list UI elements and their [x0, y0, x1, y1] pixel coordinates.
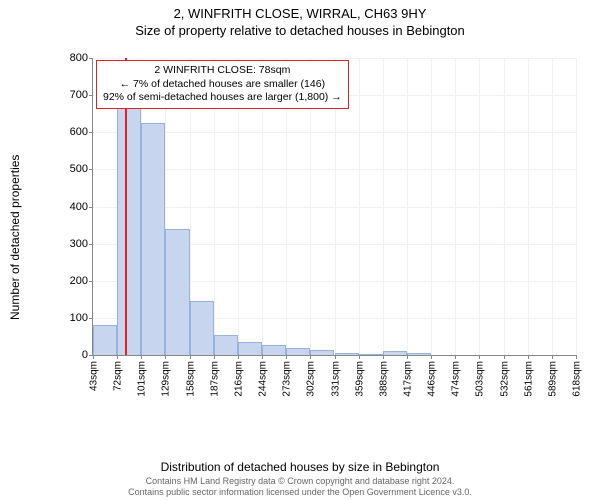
x-tick-label: 417sqm	[400, 361, 413, 397]
x-tick-label: 474sqm	[449, 361, 462, 397]
x-tick-label: 244sqm	[256, 361, 269, 397]
x-tick-mark	[238, 355, 239, 359]
x-tick-label: 532sqm	[497, 361, 510, 397]
x-tick-label: 43sqm	[87, 361, 100, 391]
chart-title-address: 2, WINFRITH CLOSE, WIRRAL, CH63 9HY	[0, 0, 600, 21]
gridline-v	[504, 58, 505, 355]
chart-subtitle: Size of property relative to detached ho…	[0, 21, 600, 38]
x-tick-mark	[262, 355, 263, 359]
credits-line-1: Contains HM Land Registry data © Crown c…	[0, 476, 600, 487]
x-tick-mark	[93, 355, 94, 359]
x-tick-mark	[190, 355, 191, 359]
callout-line-1: 2 WINFRITH CLOSE: 78sqm	[103, 64, 342, 78]
y-tick-mark	[89, 244, 93, 245]
x-tick-label: 503sqm	[473, 361, 486, 397]
x-tick-mark	[383, 355, 384, 359]
gridline-v	[479, 58, 480, 355]
x-tick-mark	[141, 355, 142, 359]
y-tick-mark	[89, 132, 93, 133]
gridline-v	[455, 58, 456, 355]
x-tick-label: 589sqm	[545, 361, 558, 397]
x-tick-label: 359sqm	[352, 361, 365, 397]
x-tick-mark	[479, 355, 480, 359]
gridline-v	[359, 58, 360, 355]
x-tick-mark	[214, 355, 215, 359]
x-tick-mark	[286, 355, 287, 359]
x-axis-label: Distribution of detached houses by size …	[0, 460, 600, 474]
histogram-bar	[165, 229, 189, 355]
histogram-bar	[383, 351, 407, 355]
x-tick-label: 273sqm	[280, 361, 293, 397]
chart-container: 2, WINFRITH CLOSE, WIRRAL, CH63 9HY Size…	[0, 0, 600, 500]
y-tick-mark	[89, 281, 93, 282]
y-tick-mark	[89, 318, 93, 319]
credits: Contains HM Land Registry data © Crown c…	[0, 476, 600, 498]
x-tick-mark	[528, 355, 529, 359]
y-tick-mark	[89, 207, 93, 208]
x-tick-label: 302sqm	[304, 361, 317, 397]
histogram-bar	[359, 354, 383, 355]
callout-line-2: ← 7% of detached houses are smaller (146…	[103, 78, 342, 92]
histogram-bar	[335, 353, 359, 355]
histogram-bar	[117, 103, 141, 355]
x-tick-mark	[455, 355, 456, 359]
x-tick-mark	[552, 355, 553, 359]
x-tick-label: 101sqm	[135, 361, 148, 397]
y-tick-mark	[89, 58, 93, 59]
x-tick-label: 72sqm	[111, 361, 124, 391]
histogram-bar	[141, 123, 165, 355]
x-tick-mark	[504, 355, 505, 359]
x-tick-mark	[335, 355, 336, 359]
x-tick-label: 187sqm	[207, 361, 220, 397]
histogram-bar	[214, 335, 238, 355]
x-tick-label: 561sqm	[521, 361, 534, 397]
x-tick-label: 446sqm	[425, 361, 438, 397]
y-tick-mark	[89, 169, 93, 170]
gridline-v	[383, 58, 384, 355]
x-tick-label: 331sqm	[328, 361, 341, 397]
credits-line-2: Contains public sector information licen…	[0, 487, 600, 498]
x-tick-mark	[407, 355, 408, 359]
gridline-v	[407, 58, 408, 355]
gridline-v	[552, 58, 553, 355]
histogram-bar	[310, 350, 334, 355]
histogram-bar	[262, 345, 286, 355]
y-axis-label: Number of detached properties	[8, 155, 22, 320]
x-tick-mark	[576, 355, 577, 359]
histogram-bar	[93, 325, 117, 355]
gridline-v	[528, 58, 529, 355]
callout-line-3: 92% of semi-detached houses are larger (…	[103, 91, 342, 105]
x-tick-mark	[165, 355, 166, 359]
gridline-v	[431, 58, 432, 355]
gridline-v	[576, 58, 577, 355]
x-tick-mark	[117, 355, 118, 359]
histogram-bar	[190, 301, 214, 355]
histogram-bar	[407, 353, 431, 355]
x-tick-label: 129sqm	[159, 361, 172, 397]
x-tick-label: 216sqm	[231, 361, 244, 397]
histogram-bar	[286, 348, 310, 355]
x-tick-label: 388sqm	[376, 361, 389, 397]
y-tick-mark	[89, 95, 93, 96]
x-tick-mark	[431, 355, 432, 359]
histogram-bar	[238, 342, 262, 355]
x-tick-mark	[359, 355, 360, 359]
x-tick-label: 158sqm	[183, 361, 196, 397]
x-tick-mark	[310, 355, 311, 359]
x-tick-label: 618sqm	[570, 361, 583, 397]
callout-box: 2 WINFRITH CLOSE: 78sqm ← 7% of detached…	[96, 60, 349, 109]
